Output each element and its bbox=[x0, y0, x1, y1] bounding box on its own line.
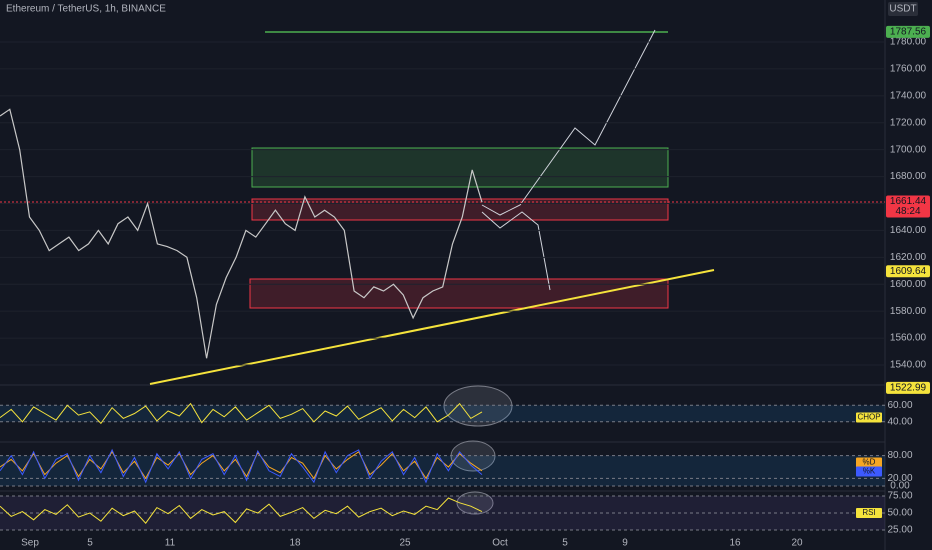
currency[interactable]: USDT bbox=[889, 4, 916, 15]
x-tick-label: 11 bbox=[165, 538, 176, 549]
price-label: 1787.56 bbox=[890, 26, 927, 37]
y-tick-label: 1700.00 bbox=[890, 144, 927, 155]
indicator-tick-label: 0.00 bbox=[890, 481, 910, 492]
symbol: Ethereum / TetherUS, 1h, BINANCE bbox=[6, 4, 166, 15]
price-label-box bbox=[886, 265, 930, 278]
y-tick-label: 1620.00 bbox=[890, 252, 927, 263]
price-label: 1661.44 bbox=[890, 196, 927, 207]
x-tick-label: 16 bbox=[729, 538, 741, 549]
y-tick-label: 1720.00 bbox=[890, 117, 927, 128]
x-tick-label: 18 bbox=[289, 538, 301, 549]
x-tick-label: Oct bbox=[492, 538, 508, 549]
x-tick-label: 5 bbox=[562, 538, 568, 549]
indicator-tick-label: 40.00 bbox=[887, 416, 912, 427]
resistance-zone bbox=[251, 198, 669, 221]
x-tick-label: 5 bbox=[87, 538, 93, 549]
price-label: 1609.64 bbox=[890, 266, 927, 277]
indicator-tick-label: 80.00 bbox=[887, 450, 912, 461]
y-tick-label: 1580.00 bbox=[890, 306, 927, 317]
indicator-line bbox=[0, 448, 483, 484]
legend-label: RSI bbox=[862, 508, 875, 517]
price-line bbox=[0, 108, 483, 359]
currency-box[interactable] bbox=[888, 2, 918, 16]
legend-box bbox=[856, 412, 882, 423]
legend-box bbox=[856, 508, 882, 518]
highlight bbox=[456, 491, 494, 515]
indicator-line bbox=[0, 497, 483, 524]
legend-box bbox=[856, 466, 882, 477]
y-tick-label: 1680.00 bbox=[890, 171, 927, 182]
band bbox=[0, 405, 885, 422]
band bbox=[0, 496, 885, 530]
price-label-box bbox=[886, 381, 930, 394]
indicator-tick-label: 75.00 bbox=[887, 491, 912, 502]
legend-label: CHOP bbox=[857, 413, 880, 422]
support-zone bbox=[249, 278, 669, 309]
legend-label: %D bbox=[863, 458, 876, 467]
indicator-tick-label: 20.00 bbox=[887, 473, 912, 484]
indicator-line bbox=[0, 402, 483, 425]
y-tick-label: 1600.00 bbox=[890, 279, 927, 290]
countdown: 48:24 bbox=[895, 206, 920, 217]
x-tick-label: 25 bbox=[399, 538, 411, 549]
x-tick-label: Sep bbox=[21, 538, 39, 549]
indicator-tick-label: 25.00 bbox=[887, 525, 912, 536]
price-label-box bbox=[886, 195, 930, 218]
indicator-tick-label: 50.00 bbox=[887, 508, 912, 519]
target-zone bbox=[251, 147, 669, 188]
price-label: 1522.99 bbox=[890, 383, 927, 394]
y-tick-label: 1560.00 bbox=[890, 333, 927, 344]
bear-path bbox=[481, 211, 551, 291]
legend-label: %K bbox=[863, 467, 876, 476]
x-tick-label: 20 bbox=[791, 538, 803, 549]
bull-path bbox=[481, 29, 656, 216]
y-tick-label: 1540.00 bbox=[890, 360, 927, 371]
y-tick-label: 1640.00 bbox=[890, 225, 927, 236]
band bbox=[0, 455, 885, 486]
legend-box bbox=[856, 457, 882, 468]
highlight bbox=[443, 385, 513, 427]
price-label-box bbox=[886, 25, 930, 38]
y-tick-label: 1780.00 bbox=[890, 37, 927, 48]
y-tick-label: 1760.00 bbox=[890, 64, 927, 75]
y-tick-label: 1740.00 bbox=[890, 90, 927, 101]
indicator-tick-label: 60.00 bbox=[887, 400, 912, 411]
x-tick-label: 9 bbox=[622, 538, 628, 549]
